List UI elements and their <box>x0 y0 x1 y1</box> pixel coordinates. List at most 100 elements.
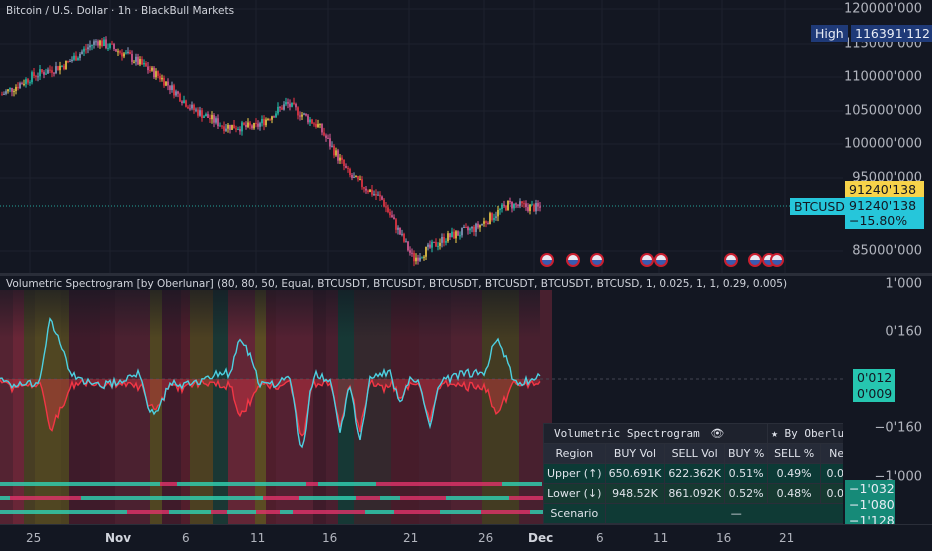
candle-body <box>537 203 539 207</box>
candle-body <box>355 176 357 178</box>
candle-body <box>449 233 451 238</box>
us-flag-event-icon[interactable] <box>566 253 580 267</box>
eye-icon[interactable]: 👁 <box>710 427 725 440</box>
candle-body <box>163 77 165 86</box>
us-flag-event-icon[interactable] <box>654 253 668 267</box>
candle-body <box>399 227 401 235</box>
us-flag-event-icon[interactable] <box>640 253 654 267</box>
candle-body <box>263 118 265 126</box>
candle-body <box>47 69 49 74</box>
candle-body <box>293 102 295 105</box>
us-flag-event-icon[interactable] <box>748 253 762 267</box>
candle-body <box>221 125 223 127</box>
candle-body <box>325 135 327 138</box>
time-axis[interactable]: 25 Nov 6 11 16 21 26 Dec 6 11 16 21 <box>0 524 932 551</box>
candle-body <box>311 119 313 124</box>
spectrogram-stripe <box>333 510 365 514</box>
pane-separator[interactable] <box>0 273 932 276</box>
spectrogram-stripe <box>254 482 277 486</box>
candle-body <box>189 108 191 110</box>
us-flag-event-icon[interactable] <box>770 253 784 267</box>
candle-body <box>45 73 47 75</box>
spectrogram-stripe <box>41 482 52 486</box>
spectrogram-stripe <box>420 496 446 500</box>
candle-body <box>11 88 13 92</box>
spectrogram-stripe <box>0 510 34 514</box>
spectrogram-stripe <box>502 482 528 486</box>
indicator-pane[interactable]: Volumetric Spectrogram [by Oberlunar] (8… <box>0 276 843 524</box>
candle-body <box>287 102 289 104</box>
candle-body <box>493 217 495 221</box>
spectrogram-chart[interactable] <box>0 276 843 524</box>
candle-body <box>405 241 407 243</box>
spectrogram-stripe <box>10 496 37 500</box>
candle-body <box>125 52 127 54</box>
candle-body <box>341 157 343 160</box>
us-flag-event-icon[interactable] <box>590 253 604 267</box>
spectrogram-stripe <box>127 510 169 514</box>
spectrogram-stripe <box>76 510 100 514</box>
spectrogram-stripe <box>495 496 509 500</box>
candle-body <box>343 159 345 167</box>
candle-body <box>259 123 261 127</box>
time-tick: 21 <box>779 531 795 545</box>
scenario-value: — <box>604 503 869 524</box>
candle-body <box>95 41 97 43</box>
candle-body <box>403 233 405 242</box>
time-tick: 6 <box>182 531 190 545</box>
spectrogram-stripe <box>293 510 309 514</box>
spectrogram-stripe <box>37 496 81 500</box>
us-flag-event-icon[interactable] <box>724 253 738 267</box>
table-row: Scenario — <box>543 503 869 524</box>
time-tick: 25 <box>26 531 42 545</box>
candle-body <box>71 59 73 62</box>
table-row: Upper (↑) 650.691K 622.362K 0.51% 0.49% … <box>543 463 868 484</box>
candle-body <box>463 227 465 229</box>
candle-body <box>455 231 457 239</box>
spectrogram-stripe <box>143 496 190 500</box>
candle-body <box>265 119 267 126</box>
candle-body <box>483 221 485 224</box>
candle-body <box>331 145 333 147</box>
candle-body <box>477 223 479 228</box>
price-pane[interactable]: Bitcoin / U.S. Dollar · 1h · BlackBull M… <box>0 0 843 273</box>
candle-body <box>451 231 453 238</box>
candle-body <box>63 65 65 70</box>
candle-body <box>369 189 371 193</box>
indicator-value-tag: −1'032 <box>845 480 895 497</box>
candle-body <box>83 48 85 52</box>
candle-body <box>427 244 429 247</box>
time-tick: 16 <box>322 531 338 545</box>
candle-body <box>171 85 173 90</box>
indicator-value-tag: 0'012 <box>853 369 895 386</box>
candle-body <box>447 233 449 242</box>
candle-body <box>519 201 521 206</box>
table-cell: 0.51% <box>724 463 769 484</box>
spectrogram-stripe <box>365 510 380 514</box>
candle-body <box>33 72 35 77</box>
spectrogram-stripe <box>419 482 454 486</box>
candle-body <box>289 103 291 107</box>
candle-body <box>9 88 11 90</box>
time-tick: 6 <box>596 531 604 545</box>
price-chart[interactable] <box>0 0 843 273</box>
col-header-sell-vol: SELL Vol <box>664 443 726 464</box>
spectrogram-stripe <box>131 482 160 486</box>
candle-body <box>435 241 437 247</box>
col-header-sell-pct: SELL % <box>767 443 822 464</box>
spectrogram-stripe <box>440 510 481 514</box>
candle-body <box>301 114 303 117</box>
candle-body <box>391 215 393 218</box>
candle-body <box>441 237 443 243</box>
table-cell: Lower (↓) <box>543 483 606 504</box>
high-value: 116391'112 <box>851 25 932 42</box>
table-cell: 650.691K <box>604 463 666 484</box>
candle-body <box>379 194 381 197</box>
us-flag-event-icon[interactable] <box>540 253 554 267</box>
candle-body <box>73 55 75 60</box>
symbol-tag: BTCUSD <box>790 198 849 215</box>
candle-body <box>85 48 87 50</box>
candle-body <box>297 107 299 116</box>
spectrogram-stripe <box>309 510 333 514</box>
candle-body <box>411 252 413 254</box>
